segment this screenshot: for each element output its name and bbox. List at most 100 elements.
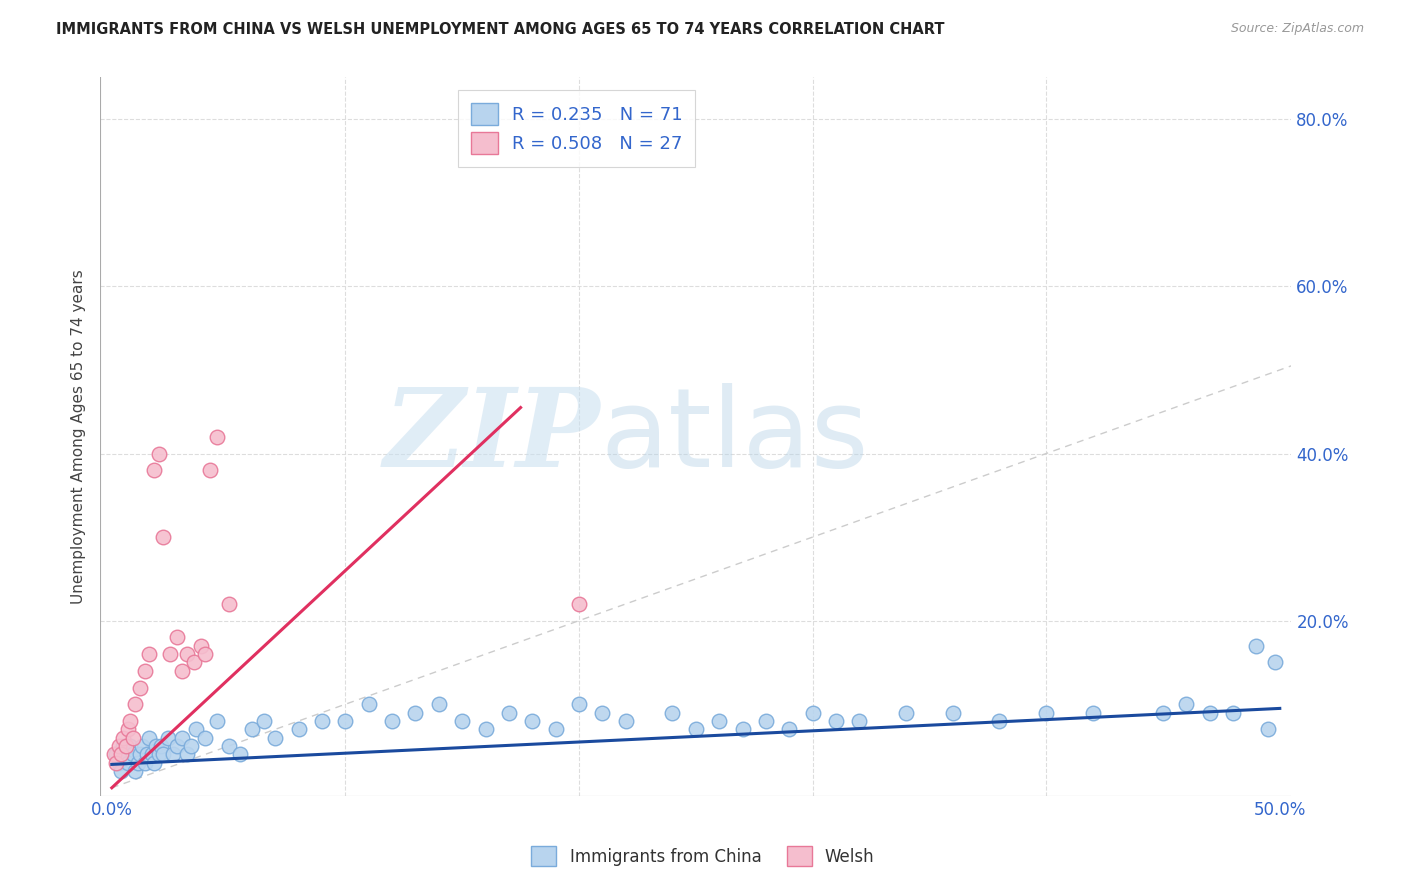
Point bbox=[117, 723, 139, 737]
Point bbox=[121, 731, 143, 745]
Point bbox=[894, 706, 917, 720]
Point bbox=[568, 597, 591, 611]
Point bbox=[183, 656, 205, 670]
Point bbox=[1081, 706, 1104, 720]
Point bbox=[194, 647, 217, 661]
Point bbox=[1222, 706, 1244, 720]
Point bbox=[205, 430, 228, 444]
Point bbox=[162, 747, 184, 762]
Point bbox=[131, 739, 153, 753]
Point bbox=[1198, 706, 1220, 720]
Point bbox=[142, 756, 165, 770]
Point bbox=[218, 739, 240, 753]
Point bbox=[120, 714, 142, 728]
Point bbox=[253, 714, 276, 728]
Point bbox=[134, 664, 156, 678]
Point bbox=[124, 697, 146, 711]
Point bbox=[194, 731, 217, 745]
Point bbox=[128, 681, 150, 695]
Point bbox=[614, 714, 637, 728]
Point bbox=[176, 747, 198, 762]
Point bbox=[264, 731, 287, 745]
Point bbox=[108, 756, 131, 770]
Point bbox=[120, 739, 142, 753]
Point bbox=[451, 714, 474, 728]
Point bbox=[135, 747, 157, 762]
Point bbox=[152, 530, 174, 544]
Point bbox=[142, 463, 165, 477]
Point bbox=[108, 739, 131, 753]
Point bbox=[110, 747, 132, 762]
Point bbox=[184, 723, 207, 737]
Point bbox=[114, 747, 136, 762]
Point bbox=[335, 714, 357, 728]
Legend: Immigrants from China, Welsh: Immigrants from China, Welsh bbox=[524, 839, 882, 873]
Point bbox=[117, 756, 139, 770]
Point bbox=[149, 739, 172, 753]
Point bbox=[1264, 656, 1286, 670]
Point bbox=[159, 647, 181, 661]
Point bbox=[1246, 639, 1268, 653]
Point bbox=[141, 747, 163, 762]
Point bbox=[138, 731, 160, 745]
Point bbox=[731, 723, 754, 737]
Point bbox=[152, 747, 174, 762]
Point bbox=[145, 739, 167, 753]
Point bbox=[755, 714, 778, 728]
Point bbox=[591, 706, 613, 720]
Point bbox=[381, 714, 404, 728]
Point bbox=[170, 664, 193, 678]
Point bbox=[357, 697, 380, 711]
Point bbox=[1257, 723, 1279, 737]
Point bbox=[124, 764, 146, 778]
Point bbox=[544, 723, 567, 737]
Point bbox=[176, 647, 198, 661]
Point bbox=[661, 706, 683, 720]
Point bbox=[1035, 706, 1057, 720]
Point bbox=[498, 706, 520, 720]
Point bbox=[138, 647, 160, 661]
Point bbox=[988, 714, 1011, 728]
Point bbox=[128, 747, 150, 762]
Point bbox=[170, 731, 193, 745]
Text: IMMIGRANTS FROM CHINA VS WELSH UNEMPLOYMENT AMONG AGES 65 TO 74 YEARS CORRELATIO: IMMIGRANTS FROM CHINA VS WELSH UNEMPLOYM… bbox=[56, 22, 945, 37]
Point bbox=[180, 739, 202, 753]
Text: atlas: atlas bbox=[600, 384, 869, 491]
Point bbox=[229, 747, 252, 762]
Point bbox=[112, 739, 135, 753]
Point bbox=[522, 714, 544, 728]
Point bbox=[198, 463, 221, 477]
Point bbox=[311, 714, 333, 728]
Point bbox=[148, 446, 170, 460]
Point bbox=[166, 739, 188, 753]
Point bbox=[1175, 697, 1198, 711]
Point bbox=[801, 706, 824, 720]
Point bbox=[778, 723, 800, 737]
Point bbox=[942, 706, 965, 720]
Point bbox=[110, 764, 132, 778]
Point bbox=[148, 747, 170, 762]
Point bbox=[568, 697, 591, 711]
Point bbox=[134, 756, 156, 770]
Point bbox=[190, 639, 212, 653]
Point bbox=[156, 731, 179, 745]
Point bbox=[405, 706, 427, 720]
Point bbox=[205, 714, 228, 728]
Point bbox=[848, 714, 870, 728]
Point bbox=[166, 631, 188, 645]
Point bbox=[685, 723, 707, 737]
Point bbox=[127, 756, 149, 770]
Text: ZIP: ZIP bbox=[384, 383, 600, 491]
Point bbox=[103, 747, 125, 762]
Point bbox=[105, 747, 128, 762]
Legend: R = 0.235   N = 71, R = 0.508   N = 27: R = 0.235 N = 71, R = 0.508 N = 27 bbox=[458, 90, 696, 167]
Point bbox=[121, 747, 143, 762]
Y-axis label: Unemployment Among Ages 65 to 74 years: Unemployment Among Ages 65 to 74 years bbox=[72, 269, 86, 604]
Point bbox=[112, 731, 135, 745]
Point bbox=[825, 714, 848, 728]
Point bbox=[1152, 706, 1174, 720]
Point bbox=[287, 723, 309, 737]
Point bbox=[114, 739, 136, 753]
Text: Source: ZipAtlas.com: Source: ZipAtlas.com bbox=[1230, 22, 1364, 36]
Point bbox=[105, 756, 128, 770]
